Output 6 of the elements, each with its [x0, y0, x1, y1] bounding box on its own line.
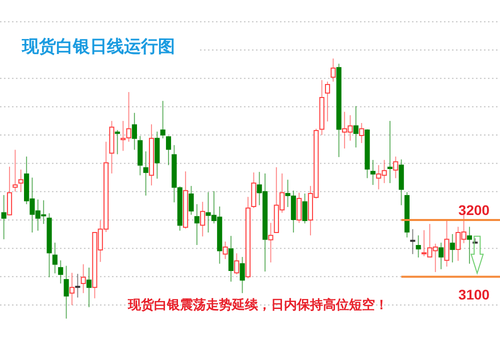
title: 现货白银日线运行图: [22, 37, 175, 56]
ref-line: 3200: [401, 202, 500, 222]
annotation: 3100: [458, 286, 490, 303]
annotation: 现货白银震荡走势延续，日内保持高位短空！: [128, 297, 388, 312]
annotation: 3200: [458, 202, 490, 218]
ref-line: 3100: [401, 276, 500, 303]
